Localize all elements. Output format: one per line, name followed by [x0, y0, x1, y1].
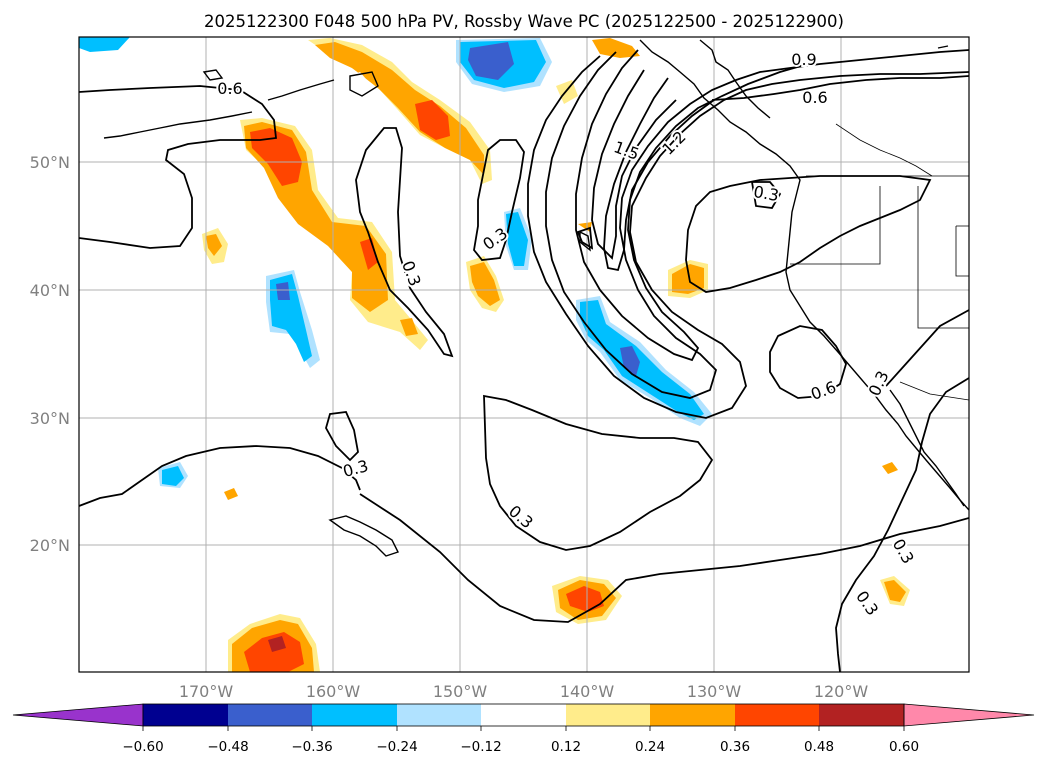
colorbar-extend-low [12, 703, 144, 727]
contour-label: 0.9 [791, 50, 816, 69]
contour-1-5 [591, 69, 677, 260]
contour-0-6-south [769, 325, 847, 399]
lon-label-170w: 170°W [179, 682, 234, 701]
contour-0-3-south [359, 493, 969, 623]
map-panel: 0.6 0.9 0.6 1.5 1.2 0.3 0.3 0.3 0.3 0.3 … [79, 37, 969, 672]
colorbar-tick-labels: −0.60 −0.48 −0.36 −0.24 −0.12 0.12 0.24 … [122, 739, 919, 755]
colorbar-bin [650, 704, 735, 726]
lon-label-130w: 130°W [687, 682, 742, 701]
lon-label-150w: 150°W [433, 682, 488, 701]
figure-title: 2025122300 F048 500 hPa PV, Rossby Wave … [204, 12, 844, 31]
contour-0-3-central [483, 394, 714, 551]
map-frame [78, 36, 970, 673]
colorbar-tick-label: −0.12 [460, 739, 501, 755]
colorbar-bin [566, 704, 650, 726]
coastlines [103, 39, 969, 557]
contour-0-3-west [79, 445, 361, 507]
longitude-labels: 170°W 160°W 150°W 140°W 130°W 120°W [179, 682, 869, 701]
contour-0-6-north [79, 85, 277, 249]
pv-anomaly-fill [79, 37, 910, 672]
lat-label-20n: 20°N [30, 536, 70, 555]
colorbar-bin [819, 704, 904, 726]
contour-0-6 [545, 49, 969, 399]
contour-0-3-trough [527, 55, 969, 419]
lon-label-140w: 140°W [560, 682, 615, 701]
colorbar-tick-label: 0.12 [551, 739, 581, 755]
lat-label-30n: 30°N [30, 409, 70, 428]
colorbar-tick-label: −0.60 [122, 739, 163, 755]
colorbar-tick-label: 0.36 [720, 739, 750, 755]
colorbar-bin [397, 704, 481, 726]
colorbar-tick-label: 0.24 [635, 739, 665, 755]
contour-1-2 [603, 77, 715, 272]
lat-label-40n: 40°N [30, 281, 70, 300]
contour-label: 0.6 [217, 79, 242, 98]
colorbar-bin [312, 704, 397, 726]
colorbar: −0.60 −0.48 −0.36 −0.24 −0.12 0.12 0.24 … [12, 703, 1035, 755]
lon-label-160w: 160°W [306, 682, 361, 701]
contour-0-3-east [711, 75, 969, 101]
contour-0-9 [575, 49, 809, 362]
colorbar-outline [142, 703, 905, 727]
colorbar-bin [735, 704, 819, 726]
colorbar-extend-high [903, 703, 1035, 727]
colorbar-bin [481, 704, 566, 726]
colorbar-bin [143, 704, 228, 726]
north-america-coast [639, 39, 969, 511]
gridlines [79, 37, 969, 672]
colorbar-tick-label: 0.48 [804, 739, 834, 755]
colorbar-tick-label: −0.24 [376, 739, 417, 755]
colorbar-tick-label: −0.48 [207, 739, 248, 755]
colorbar-tick-label: 0.60 [889, 739, 919, 755]
colorbar-bin [228, 704, 312, 726]
latitude-labels: 50°N 40°N 30°N 20°N [30, 153, 70, 555]
colorbar-tick-label: −0.36 [291, 739, 332, 755]
lon-label-120w: 120°W [814, 682, 869, 701]
contour-label: 0.6 [802, 88, 827, 107]
lat-label-50n: 50°N [30, 153, 70, 172]
pv-contours [79, 49, 969, 672]
